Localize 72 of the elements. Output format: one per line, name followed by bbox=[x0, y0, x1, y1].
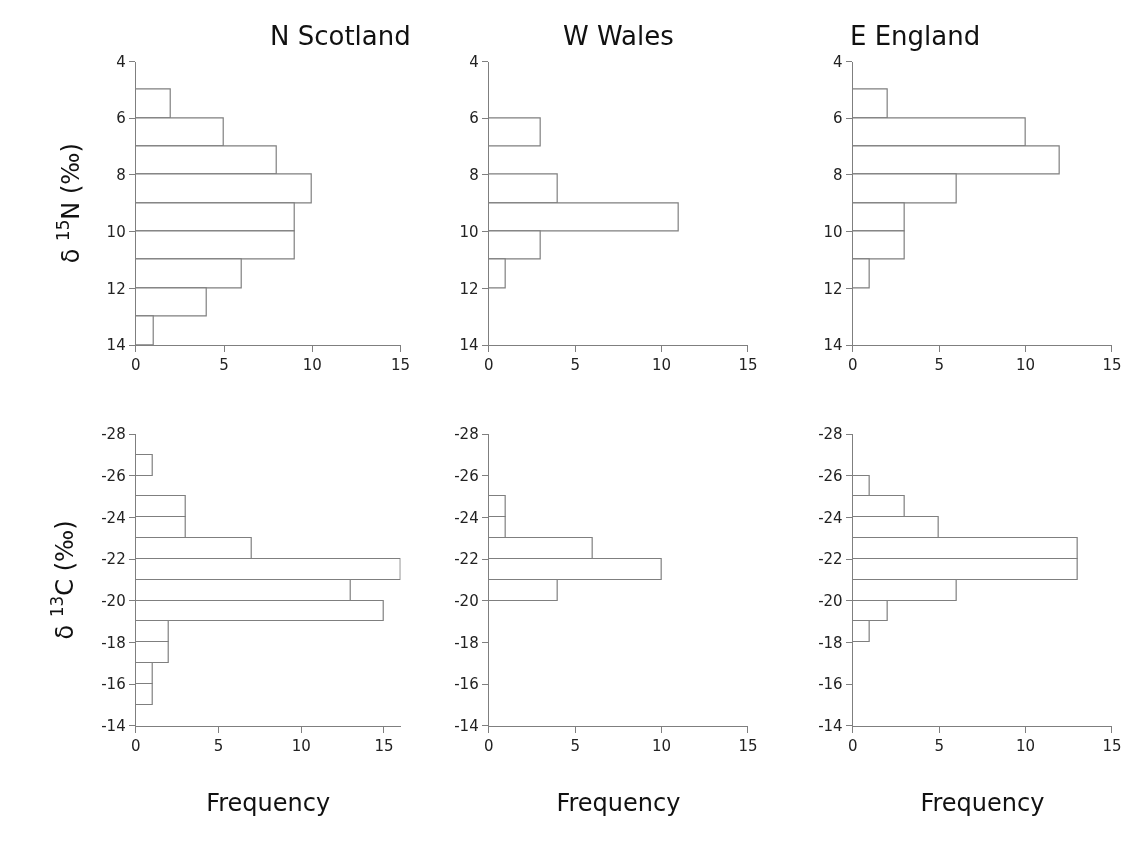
y-tick-label: -16 bbox=[101, 675, 126, 694]
y-tick-label: 14 bbox=[106, 336, 126, 355]
y-tick-label: -22 bbox=[101, 550, 126, 569]
y-tick-label: -16 bbox=[818, 675, 843, 694]
x-tick-label: 15 bbox=[738, 736, 758, 755]
x-tick-label: 0 bbox=[131, 356, 141, 375]
y-tick-label: 8 bbox=[116, 166, 126, 185]
x-tick-label: 10 bbox=[302, 356, 322, 375]
x-tick-label: 5 bbox=[213, 736, 224, 755]
x-tick-label: 10 bbox=[652, 356, 672, 375]
x-tick-label: 10 bbox=[1016, 356, 1036, 375]
x-tick-label: 15 bbox=[390, 356, 411, 375]
y-tick-label: -14 bbox=[101, 716, 126, 735]
y-tick-label: 10 bbox=[106, 222, 126, 241]
x-tick-label: 5 bbox=[570, 736, 580, 755]
y-tick-label: 8 bbox=[469, 166, 479, 185]
y-tick-label: -16 bbox=[454, 675, 479, 694]
x-tick-label: 0 bbox=[131, 736, 141, 755]
y-tick-label: 8 bbox=[833, 166, 843, 185]
y-tick-label: -14 bbox=[454, 716, 479, 735]
y-tick-label: 14 bbox=[459, 336, 479, 355]
x-tick-label: 5 bbox=[934, 736, 944, 755]
y-tick-label: 4 bbox=[469, 52, 479, 71]
y-tick-label: 10 bbox=[459, 222, 479, 241]
y-tick-label: -20 bbox=[454, 591, 479, 610]
chart-title: N Scotland bbox=[270, 21, 411, 51]
y-tick-label: -26 bbox=[454, 467, 479, 486]
y-tick-label: 6 bbox=[469, 109, 479, 128]
y-tick-label: -22 bbox=[818, 550, 843, 569]
x-tick-label: 5 bbox=[934, 356, 944, 375]
y-tick-label: 6 bbox=[833, 109, 843, 128]
y-tick-label: -20 bbox=[818, 591, 843, 610]
x-tick-label: 0 bbox=[484, 736, 494, 755]
y-tick-label: 12 bbox=[459, 279, 479, 298]
x-axis-title: Frequency bbox=[206, 789, 331, 818]
x-tick-label: 5 bbox=[219, 356, 229, 375]
x-tick-label: 0 bbox=[484, 356, 494, 375]
y-tick-label: -20 bbox=[101, 591, 126, 610]
x-tick-label: 5 bbox=[570, 356, 580, 375]
y-tick-label: 14 bbox=[823, 336, 843, 355]
x-tick-label: 0 bbox=[847, 356, 858, 375]
x-tick-label: 0 bbox=[847, 736, 858, 755]
x-tick-label: 15 bbox=[374, 736, 394, 755]
y-tick-label: 6 bbox=[116, 109, 126, 128]
y-tick-label: -26 bbox=[818, 467, 843, 486]
y-tick-label: -28 bbox=[454, 425, 479, 444]
x-tick-label: 15 bbox=[1102, 356, 1122, 375]
x-tick-label: 15 bbox=[1102, 736, 1122, 755]
y-tick-label: -24 bbox=[101, 508, 126, 527]
y-tick-label: -28 bbox=[818, 425, 843, 444]
x-axis-title: Frequency bbox=[556, 789, 681, 818]
x-tick-label: 15 bbox=[738, 356, 758, 375]
y-tick-label: 12 bbox=[823, 279, 843, 298]
y-tick-label: 12 bbox=[106, 279, 126, 298]
y-tick-label: 4 bbox=[833, 52, 843, 71]
x-tick-label: 10 bbox=[1016, 736, 1036, 755]
y-tick-label: -24 bbox=[454, 508, 479, 527]
x-tick-label: 10 bbox=[652, 736, 672, 755]
y-tick-label: -22 bbox=[454, 550, 479, 569]
y-tick-label: -18 bbox=[454, 633, 479, 652]
chart-title: W Wales bbox=[563, 21, 674, 51]
x-tick-label: 10 bbox=[291, 736, 311, 755]
y-tick-label: -14 bbox=[818, 716, 843, 735]
y-tick-label: -18 bbox=[101, 633, 126, 652]
y-tick-label: -26 bbox=[101, 467, 126, 486]
y-tick-label: 4 bbox=[116, 52, 126, 71]
y-tick-label: -18 bbox=[818, 633, 843, 652]
y-tick-label: 10 bbox=[823, 222, 843, 241]
chart-title: E England bbox=[850, 21, 981, 51]
y-tick-label: -28 bbox=[101, 425, 126, 444]
y-tick-label: -24 bbox=[818, 508, 843, 527]
x-axis-title: Frequency bbox=[920, 789, 1045, 818]
